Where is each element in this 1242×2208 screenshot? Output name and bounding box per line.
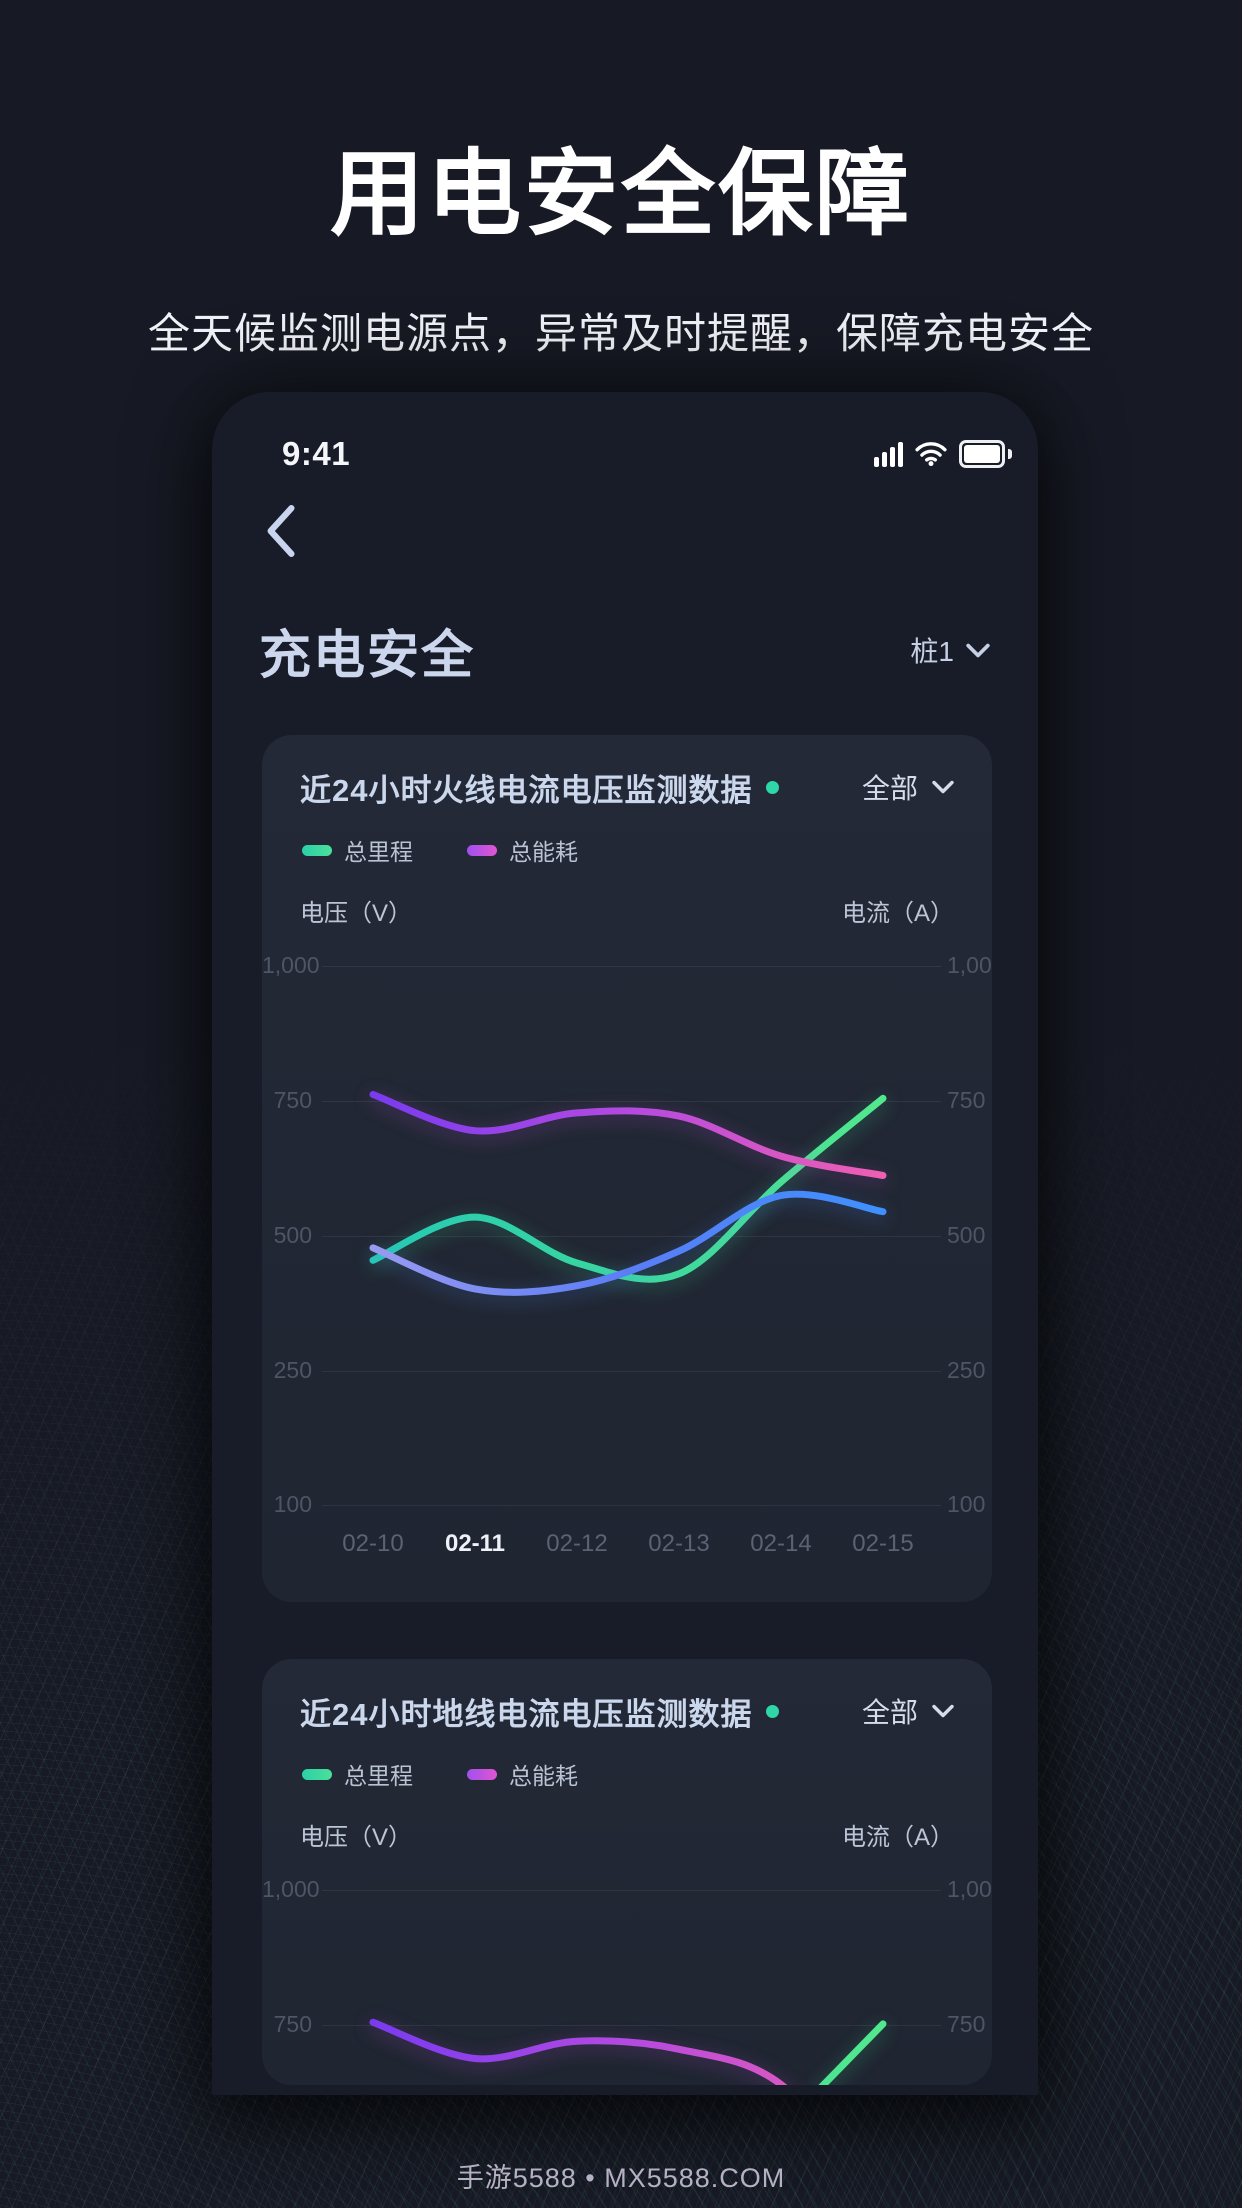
y-axis-left-title: 电压（V） <box>300 1824 413 1851</box>
page-subtitle: 全天候监测电源点，异常及时提醒，保障充电安全 <box>147 310 1094 357</box>
status-bar: 9:41 <box>212 432 1038 476</box>
gridline <box>322 1889 941 1891</box>
x-tick-label: 02-13 <box>648 1530 710 1557</box>
watermark: 手游5588 • MX5588.COM <box>456 2163 786 2193</box>
y-tick-label: 750 <box>947 2011 986 2037</box>
x-tick-label: 02-15 <box>852 1530 914 1557</box>
card-title: 近24小时地线电流电压监测数据 <box>300 1696 753 1732</box>
y-tick-label: 750 <box>947 1087 986 1113</box>
legend-label: 总里程 <box>344 839 413 865</box>
gridline <box>322 1504 941 1506</box>
gridline <box>322 1370 941 1372</box>
legend-label: 总能耗 <box>509 839 578 865</box>
chart-card-ground-wire: 近24小时地线电流电压监测数据 全部 总里程 总能耗 <box>262 1659 992 2085</box>
screen-header: 充电安全 桩1 <box>259 618 990 685</box>
chevron-left-icon <box>267 505 295 557</box>
legend-item-energy[interactable]: 总能耗 <box>467 1757 578 1791</box>
filter-dropdown[interactable]: 全部 <box>862 767 954 807</box>
legend-swatch-icon <box>302 1768 332 1780</box>
y-axis-right-title: 电流（A） <box>841 900 954 927</box>
y-tick-label: 500 <box>273 1222 312 1248</box>
y-tick-label: 100 <box>273 1491 312 1517</box>
line-chart: 1,0001,00075075050050025025010010002-100… <box>262 1659 992 2085</box>
status-dot <box>766 780 780 794</box>
wifi-icon <box>915 442 947 467</box>
x-tick-label: 02-14 <box>750 1530 812 1557</box>
pile-selector-dropdown[interactable]: 桩1 <box>910 630 990 670</box>
x-tick-label: 02-11 <box>444 1530 506 1557</box>
series-line-2 <box>369 1190 887 1296</box>
legend-label: 总能耗 <box>509 1763 578 1789</box>
signal-icon <box>874 441 903 467</box>
battery-tip-icon <box>1008 449 1012 459</box>
y-tick-label: 500 <box>947 1222 986 1248</box>
pile-selector-label: 桩1 <box>910 636 954 667</box>
chevron-down-icon <box>966 643 990 657</box>
series-line-0 <box>369 1094 887 1283</box>
legend-swatch-icon <box>467 1768 497 1780</box>
y-tick-label: 750 <box>273 2011 312 2037</box>
y-tick-label: 750 <box>273 1087 312 1113</box>
filter-label: 全部 <box>861 773 918 804</box>
y-axis-right-title: 电流（A） <box>841 1824 954 1851</box>
y-tick-label: 100 <box>947 1491 986 1517</box>
legend-item-mileage[interactable]: 总里程 <box>302 833 413 867</box>
legend-swatch-icon <box>302 844 332 856</box>
y-axis-left-title: 电压（V） <box>300 900 413 927</box>
chart-card-live-wire: 近24小时火线电流电压监测数据 全部 总里程 总能耗 <box>262 735 992 1602</box>
status-time: 9:41 <box>282 435 351 472</box>
series-line-1 <box>369 2018 788 2085</box>
chevron-down-icon <box>932 780 954 794</box>
gridline <box>322 1235 941 1237</box>
chart-legend: 总里程 总能耗 <box>302 833 578 867</box>
y-tick-label: 1,000 <box>947 952 992 978</box>
screen-title: 充电安全 <box>259 626 476 685</box>
back-button[interactable] <box>254 500 306 560</box>
phone-mockup: 9:41 充电安全 桩1 <box>212 392 1038 2095</box>
page-title: 用电安全保障 <box>329 141 912 246</box>
gridline <box>322 1100 941 1102</box>
chevron-down-icon <box>932 1704 954 1718</box>
legend-item-mileage[interactable]: 总里程 <box>302 1757 413 1791</box>
y-tick-label: 1,000 <box>262 1876 320 1902</box>
status-icons <box>874 440 1012 468</box>
legend-item-energy[interactable]: 总能耗 <box>467 833 578 867</box>
y-tick-label: 250 <box>947 1357 986 1383</box>
x-tick-label: 02-10 <box>342 1530 404 1557</box>
legend-swatch-icon <box>467 844 497 856</box>
y-tick-label: 1,000 <box>947 1876 992 1902</box>
legend-label: 总里程 <box>344 1763 413 1789</box>
battery-icon <box>959 440 1005 468</box>
line-chart: 1,000 1,000 750 750 500 500 250 250 100 100 02-10 0… <box>262 735 992 1602</box>
filter-dropdown[interactable]: 全部 <box>862 1691 954 1731</box>
y-tick-label: 250 <box>273 1357 312 1383</box>
filter-label: 全部 <box>861 1697 918 1728</box>
status-dot <box>766 1704 780 1718</box>
card-title: 近24小时火线电流电压监测数据 <box>300 772 753 808</box>
gridline <box>322 2024 941 2026</box>
chart-legend: 总里程 总能耗 <box>302 1757 578 1791</box>
gridline <box>322 965 941 967</box>
x-tick-label: 02-12 <box>546 1530 608 1557</box>
series-line-1 <box>369 1091 887 1179</box>
y-tick-label: 1,000 <box>262 952 320 978</box>
